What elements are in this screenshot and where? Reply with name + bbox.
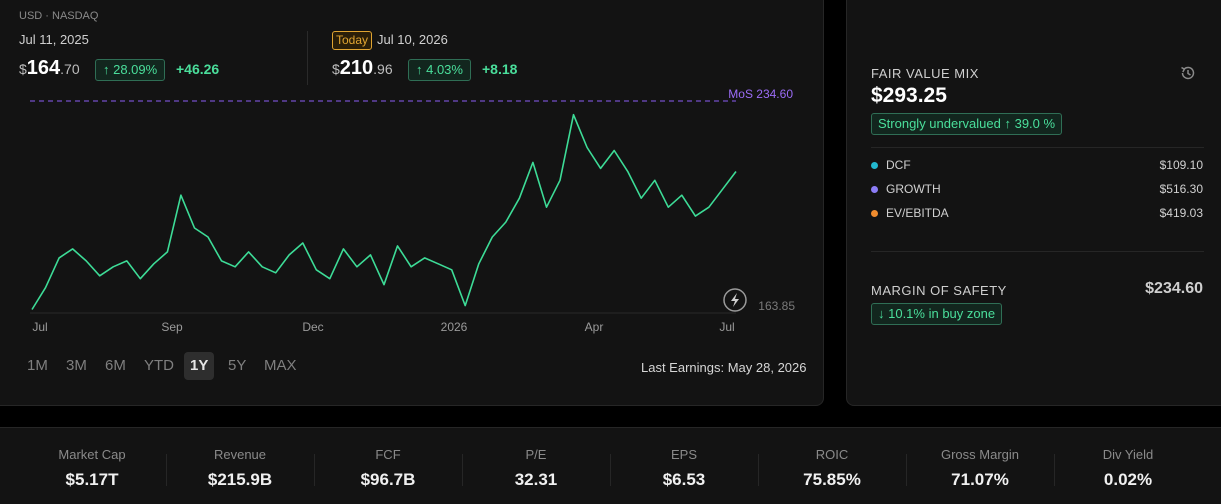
growth-dot — [871, 186, 878, 193]
metric-value: 71.07% — [951, 470, 1009, 489]
metric-pe: P/E 32.31 — [462, 428, 610, 504]
metric-label: Div Yield — [1102, 447, 1154, 462]
start-change: +46.26 — [176, 61, 220, 77]
start-price: $164.70 — [19, 57, 80, 80]
margin-of-safety-title: MARGIN OF SAFETY — [871, 283, 1007, 298]
header-divider — [307, 31, 308, 85]
metric-divider — [610, 454, 611, 486]
mos-label: MoS 234.60 — [728, 87, 793, 101]
metric-roic: ROIC 75.85% — [758, 428, 906, 504]
start-price-int: 164 — [26, 57, 61, 79]
x-tick-label: Apr — [585, 320, 604, 334]
lightning-icon[interactable] — [723, 288, 747, 312]
start-pct-badge: ↑ 28.09% — [95, 59, 166, 81]
metric-divider — [906, 454, 907, 486]
metric-value: 0.02% — [1103, 470, 1153, 489]
history-icon[interactable] — [1179, 64, 1197, 82]
x-axis-ticks: Jul Sep Dec 2026 Apr Jul — [32, 320, 734, 334]
buy-zone-badge: ↓ 10.1% in buy zone — [871, 303, 1003, 325]
metric-divider — [166, 454, 167, 486]
margin-of-safety-value: $234.60 — [1145, 280, 1203, 297]
metric-market-cap: Market Cap $5.17T — [18, 428, 166, 504]
mix-label: GROWTH — [886, 182, 941, 196]
fair-value-card — [846, 0, 1221, 406]
fair-value-amount: $293.25 — [871, 84, 947, 107]
x-tick-label: Sep — [161, 320, 183, 334]
metric-revenue: Revenue $215.9B — [166, 428, 314, 504]
mix-value: $516.30 — [1159, 182, 1203, 196]
divider — [871, 251, 1204, 252]
x-tick-label: Jul — [32, 320, 47, 334]
metric-fcf: FCF $96.7B — [314, 428, 462, 504]
end-price-currency: $ — [332, 61, 340, 77]
metric-value: 75.85% — [803, 470, 861, 489]
metric-div-yield: Div Yield 0.02% — [1054, 428, 1202, 504]
metric-value: 32.31 — [514, 470, 558, 489]
metric-label: Market Cap — [58, 447, 126, 462]
metric-label: Gross Margin — [940, 447, 1020, 462]
metric-divider — [314, 454, 315, 486]
metric-gross-margin: Gross Margin 71.07% — [906, 428, 1054, 504]
end-price-dec: .96 — [373, 61, 393, 77]
metric-label: P/E — [525, 447, 547, 462]
range-button-5y[interactable]: 5Y — [228, 357, 247, 374]
metric-label: EPS — [670, 447, 697, 462]
exchange-label: USD · NASDAQ — [19, 10, 99, 22]
range-button-3m[interactable]: 3M — [66, 357, 87, 374]
end-price: $210.96 — [332, 57, 393, 80]
range-button-ytd[interactable]: YTD — [144, 357, 174, 374]
price-line-chart[interactable]: MoS 234.60 Jul Sep Dec 2026 Apr Jul 163.85 — [0, 0, 822, 345]
mix-value: $419.03 — [1159, 206, 1203, 220]
start-date: Jul 11, 2025 — [19, 32, 89, 47]
y-min-label: 163.85 — [758, 299, 795, 313]
metric-value: $215.9B — [207, 470, 273, 489]
end-pct-badge: ↑ 4.03% — [408, 59, 471, 81]
mix-label: DCF — [886, 158, 911, 172]
metric-label: ROIC — [815, 447, 849, 462]
x-tick-label: 2026 — [441, 320, 468, 334]
metric-eps: EPS $6.53 — [610, 428, 758, 504]
mix-label: EV/EBITDA — [886, 206, 949, 220]
start-price-currency: $ — [19, 61, 27, 77]
metric-label: FCF — [375, 447, 401, 462]
range-button-1y[interactable]: 1Y — [184, 352, 215, 380]
metric-value: $5.17T — [65, 470, 119, 489]
metric-value: $6.53 — [662, 470, 706, 489]
fair-value-title: FAIR VALUE MIX — [871, 66, 979, 81]
end-date: Jul 10, 2026 — [377, 32, 448, 47]
valuation-badge: Strongly undervalued ↑ 39.0 % — [871, 113, 1063, 135]
range-button-max[interactable]: MAX — [264, 357, 297, 374]
x-tick-label: Dec — [302, 320, 323, 334]
end-price-int: 210 — [339, 57, 374, 79]
metric-label: Revenue — [213, 447, 267, 462]
mix-row-growth: GROWTH $516.30 — [871, 181, 1203, 199]
key-metrics-bar: Market Cap $5.17T Revenue $215.9B FCF $9… — [0, 427, 1221, 504]
today-badge: Today — [332, 31, 373, 50]
last-earnings: Last Earnings: May 28, 2026 — [641, 360, 807, 375]
divider — [871, 147, 1204, 148]
end-change: +8.18 — [482, 61, 518, 77]
mix-row-ev-ebitda: EV/EBITDA $419.03 — [871, 205, 1203, 223]
metric-divider — [758, 454, 759, 486]
ev-ebitda-dot — [871, 210, 878, 217]
mix-row-dcf: DCF $109.10 — [871, 157, 1203, 175]
price-series-line — [31, 113, 737, 310]
range-button-6m[interactable]: 6M — [105, 357, 126, 374]
mix-value: $109.10 — [1159, 158, 1203, 172]
dcf-dot — [871, 162, 878, 169]
start-price-dec: .70 — [60, 61, 80, 77]
metric-value: $96.7B — [360, 470, 416, 489]
range-button-1m[interactable]: 1M — [27, 357, 48, 374]
metric-divider — [462, 454, 463, 486]
x-tick-label: Jul — [719, 320, 734, 334]
metric-divider — [1054, 454, 1055, 486]
